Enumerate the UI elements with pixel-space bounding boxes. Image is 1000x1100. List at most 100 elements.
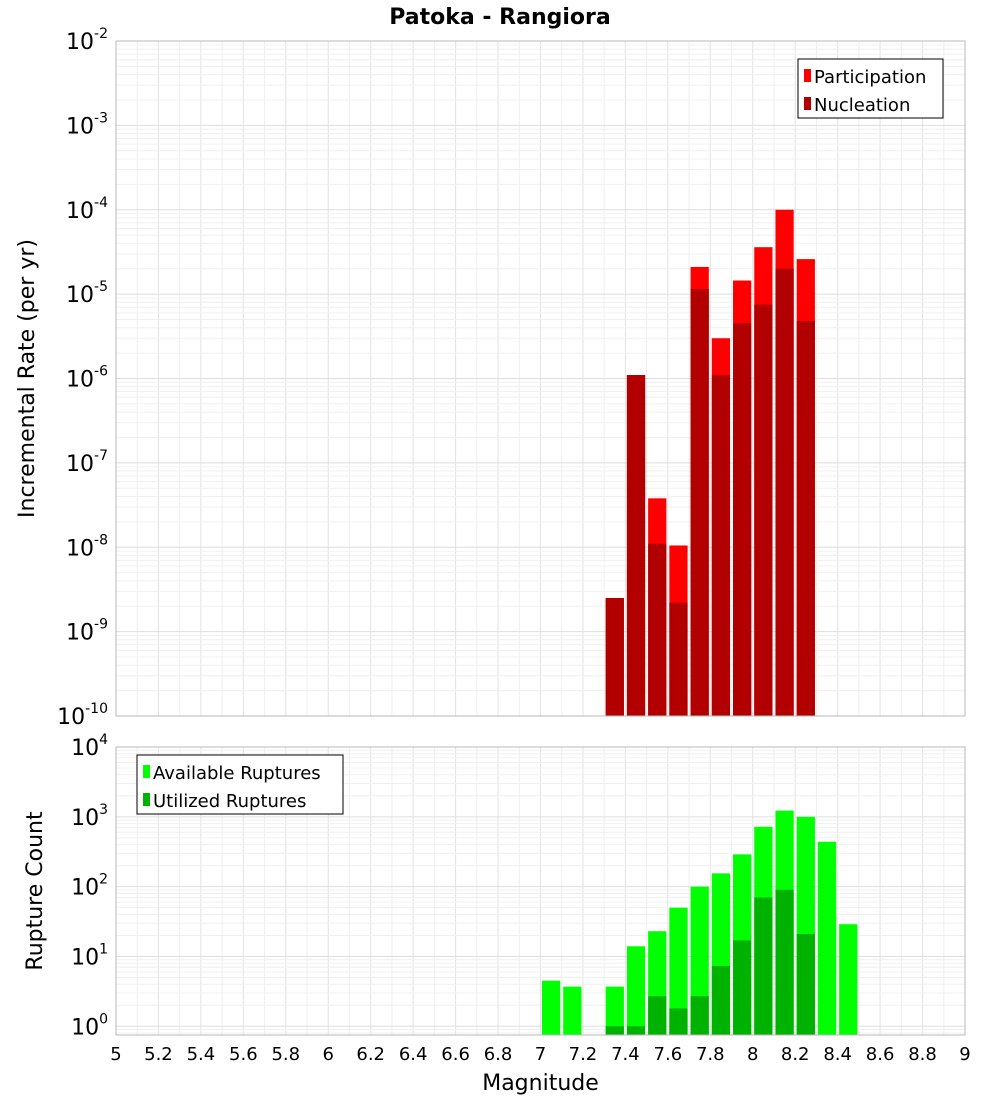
bar-utilized-ruptures	[711, 966, 731, 1035]
y-tick-exponent: 4	[99, 732, 108, 748]
bar-utilized-ruptures	[775, 889, 794, 1035]
y-tick-exponent: -9	[94, 617, 108, 633]
y-tick-label: 10-10	[57, 701, 108, 730]
y-tick-label: 10-4	[66, 195, 108, 224]
y-tick-label: 104	[71, 732, 108, 761]
y-tick-exponent: 1	[99, 941, 108, 957]
y-tick-base: 10	[71, 1015, 99, 1040]
bar-nucleation	[754, 304, 773, 716]
x-tick-label: 7	[535, 1044, 546, 1065]
x-tick-label: 7.6	[654, 1044, 683, 1065]
bar-utilized-ruptures	[626, 1026, 646, 1035]
y-tick-base: 10	[66, 114, 94, 139]
bar-utilized-ruptures	[796, 933, 815, 1035]
y-tick-label: 103	[71, 802, 108, 831]
x-tick-label: 6.2	[356, 1044, 385, 1065]
y-tick-base: 10	[66, 452, 94, 477]
y-tick-label: 10-3	[66, 110, 108, 139]
bar-available-ruptures	[839, 924, 858, 1035]
legend-swatch	[804, 69, 811, 82]
bar-utilized-ruptures	[733, 940, 752, 1035]
bar-nucleation	[669, 602, 688, 716]
bar-nucleation	[775, 268, 794, 716]
rate-plot-frame	[115, 40, 966, 717]
x-tick-label: 5.8	[271, 1044, 300, 1065]
legend-label: Utilized Ruptures	[153, 791, 306, 812]
bar-nucleation	[711, 375, 731, 716]
y-tick-exponent: -10	[85, 701, 108, 717]
y-tick-exponent: -2	[94, 26, 108, 42]
y-tick-base: 10	[57, 705, 85, 730]
legend-swatch	[143, 765, 150, 778]
rupture-bars	[542, 810, 858, 1035]
bar-nucleation	[648, 543, 667, 716]
y-tick-exponent: -4	[94, 195, 108, 211]
x-tick-label: 8.6	[866, 1044, 895, 1065]
x-tick-label: 7.4	[611, 1044, 640, 1065]
y-tick-label: 101	[71, 941, 108, 970]
x-tick-label: 8	[747, 1044, 758, 1065]
x-tick-label: 5.6	[229, 1044, 258, 1065]
rate-grid	[116, 41, 965, 716]
y-tick-exponent: -3	[94, 110, 108, 126]
y-tick-label: 10-5	[66, 279, 108, 308]
bar-nucleation	[733, 323, 752, 716]
y-tick-base: 10	[66, 30, 94, 55]
bar-available-ruptures	[542, 980, 561, 1035]
y-tick-label: 102	[71, 872, 108, 901]
bar-nucleation	[605, 598, 624, 716]
y-tick-base: 10	[71, 945, 99, 970]
magnitude-x-axis-label: Magnitude	[482, 1071, 599, 1096]
bar-available-ruptures	[563, 986, 582, 1035]
y-tick-base: 10	[66, 368, 94, 393]
rupture-legend: Available Ruptures Utilized Ruptures	[136, 754, 344, 815]
rate-y-axis-label: Incremental Rate (per yr)	[15, 239, 40, 518]
legend-box	[136, 754, 344, 815]
y-tick-label: 10-6	[66, 364, 108, 393]
rate-bars	[605, 209, 815, 716]
legend-swatch	[804, 97, 811, 110]
legend-label: Available Ruptures	[153, 763, 321, 784]
bar-available-ruptures	[669, 907, 688, 1035]
y-tick-base: 10	[66, 536, 94, 561]
x-tick-label: 5.4	[187, 1044, 216, 1065]
y-tick-exponent: -8	[94, 532, 108, 548]
x-tick-label: 5.2	[144, 1044, 173, 1065]
y-tick-base: 10	[66, 199, 94, 224]
bar-nucleation	[626, 375, 646, 716]
y-tick-label: 10-7	[66, 448, 108, 477]
rate-legend: Participation Nucleation	[797, 58, 944, 119]
x-tick-label: 7.8	[696, 1044, 725, 1065]
legend-swatch	[143, 793, 150, 806]
x-tick-label: 8.4	[823, 1044, 852, 1065]
y-tick-base: 10	[66, 283, 94, 308]
y-tick-exponent: 0	[99, 1011, 108, 1027]
bar-nucleation	[690, 289, 709, 716]
bar-utilized-ruptures	[648, 996, 667, 1035]
bar-utilized-ruptures	[669, 1008, 688, 1035]
rupture-plot-frame	[115, 746, 966, 1036]
bar-nucleation	[796, 321, 815, 716]
bar-available-ruptures	[605, 986, 624, 1035]
y-tick-exponent: 2	[99, 872, 108, 888]
y-tick-label: 10-2	[66, 26, 108, 55]
chart-title: Patoka - Rangiora	[389, 5, 610, 30]
y-tick-label: 10-9	[66, 617, 108, 646]
y-tick-exponent: 3	[99, 802, 108, 818]
y-tick-label: 10-8	[66, 532, 108, 561]
y-tick-base: 10	[71, 806, 99, 831]
x-tick-label: 7.2	[569, 1044, 598, 1065]
legend-label: Nucleation	[814, 95, 910, 116]
y-tick-exponent: -6	[94, 364, 108, 380]
x-tick-label: 9	[959, 1044, 970, 1065]
magnitude-x-ticks: 5 5.2 5.4 5.6 5.8 6 6.2 6.4 6.6 6.8 7 7.2 7.4 7.6 7.8 8…	[110, 1044, 970, 1065]
x-tick-label: 6.4	[399, 1044, 428, 1065]
rupture-y-axis-label: Rupture Count	[23, 811, 48, 971]
bar-utilized-ruptures	[605, 1026, 624, 1035]
legend-label: Participation	[814, 67, 926, 88]
